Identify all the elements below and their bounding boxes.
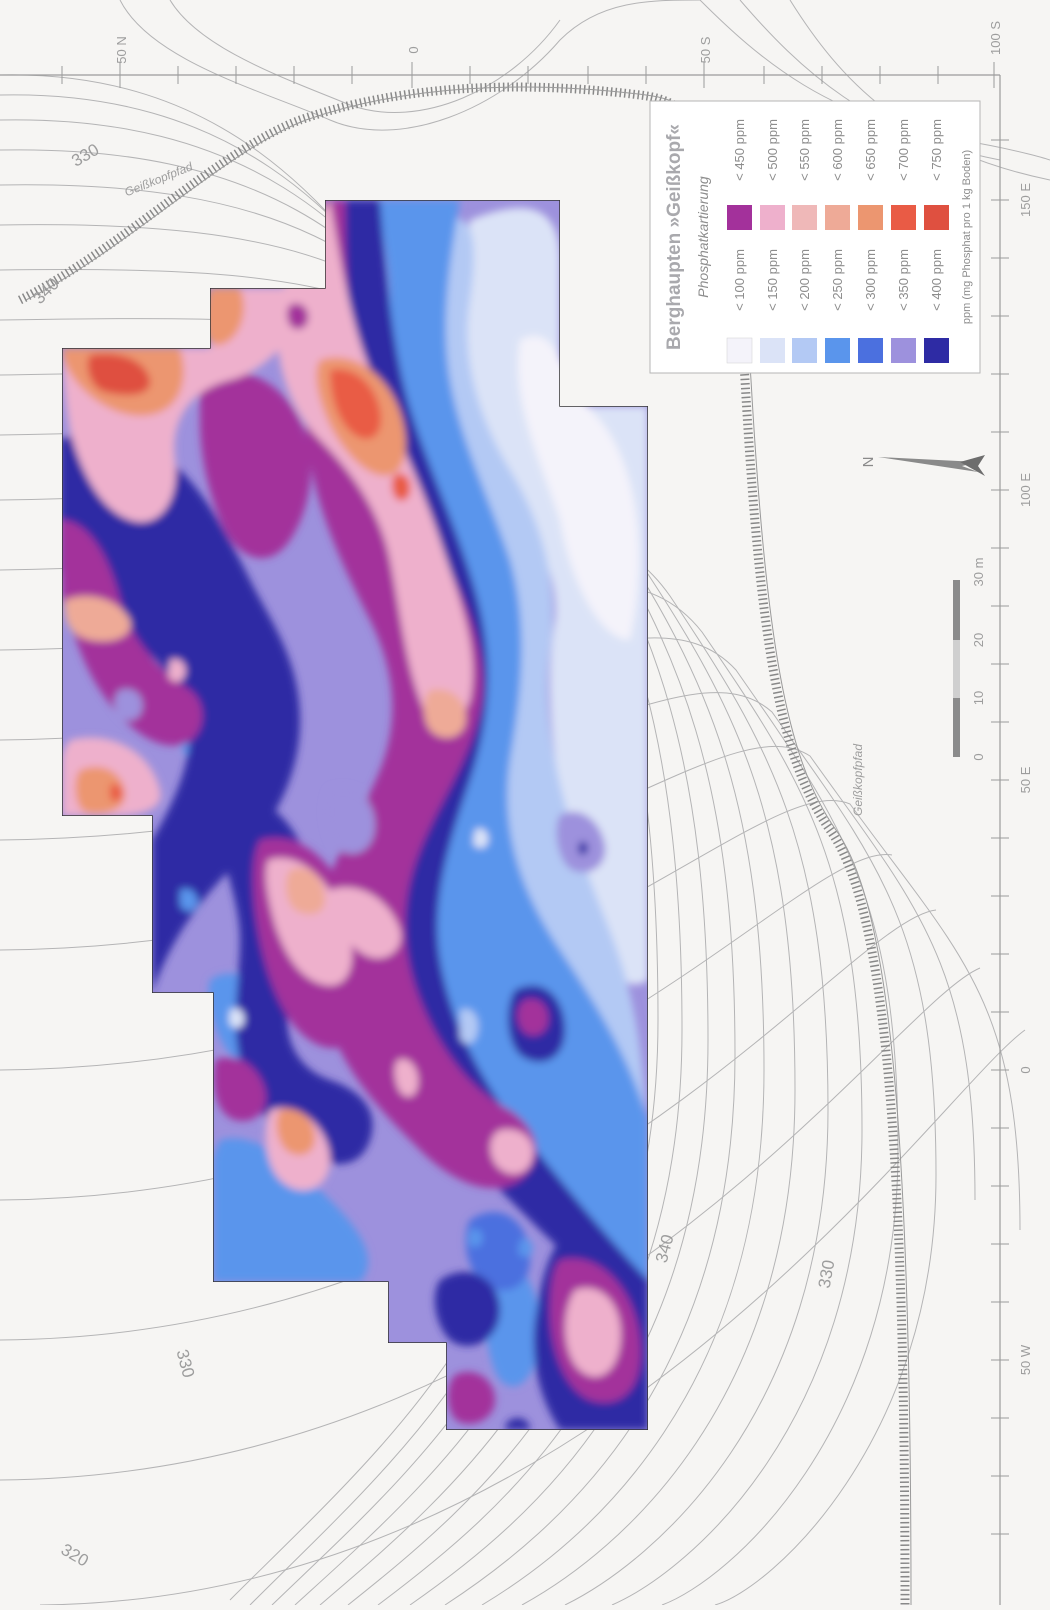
legend-label-300: < 300 ppm: [863, 249, 878, 311]
path-label-top: Geißkopfpfad: [122, 159, 194, 199]
grid-label-0-top: 0: [406, 46, 421, 53]
grid-labels-right: 150 E 100 E 50 E 0 50 W: [1018, 183, 1033, 1375]
north-label: N: [860, 457, 877, 468]
legend-label-600: < 600 ppm: [830, 119, 845, 181]
scale-bar: 0 10 20 30 m: [953, 558, 986, 761]
grid-label-50s: 50 S: [698, 36, 713, 63]
legend-subtitle: Phosphatkartierung: [695, 176, 711, 298]
legend-unit-note: ppm (mg Phosphat pro 1 kg Boden): [961, 150, 973, 324]
grid-label-150e: 150 E: [1018, 183, 1033, 217]
map-frame: [0, 74, 1001, 1605]
grid-label-50w: 50 W: [1018, 1344, 1033, 1375]
legend-label-700: < 700 ppm: [896, 119, 911, 181]
scale-tick-0: 0: [971, 753, 986, 760]
north-arrow-icon: N: [860, 455, 985, 476]
frame-ticks: [61, 62, 1009, 1535]
legend-label-250: < 250 ppm: [830, 249, 845, 311]
contour-label-330-mid: 330: [172, 1347, 198, 1379]
contour-label-340-top: 340: [29, 274, 62, 307]
path-label-right: Geißkopfpfad: [851, 744, 865, 816]
legend-label-400: < 400 ppm: [929, 249, 944, 311]
scale-tick-10: 10: [971, 691, 986, 705]
legend-label-150: < 150 ppm: [765, 249, 780, 311]
legend-title: Berghaupten »Geißkopf«: [664, 124, 685, 350]
legend-label-100: < 100 ppm: [732, 249, 747, 311]
legend-label-500: < 500 ppm: [765, 119, 780, 181]
contour-label-330-top: 330: [68, 140, 102, 171]
contour-label-330-right: 330: [815, 1258, 839, 1289]
legend-column-low: < 100 ppm < 150 ppm < 200 ppm < 250 ppm …: [726, 249, 949, 364]
legend: Berghaupten »Geißkopf« Phosphatkartierun…: [649, 100, 981, 374]
grid-label-50e: 50 E: [1018, 766, 1033, 793]
grid-labels-top: 50 N 0 50 S 100 S: [114, 21, 1003, 64]
legend-column-high: < 450 ppm < 500 ppm < 550 ppm < 600 ppm …: [727, 119, 949, 230]
legend-label-550: < 550 ppm: [797, 119, 812, 181]
grid-label-100e: 100 E: [1018, 473, 1033, 507]
legend-label-650: < 650 ppm: [863, 119, 878, 181]
grid-label-100s: 100 S: [988, 21, 1003, 55]
grid-label-50n: 50 N: [114, 36, 129, 63]
legend-label-350: < 350 ppm: [896, 249, 911, 311]
legend-label-200: < 200 ppm: [797, 249, 812, 311]
scale-tick-30m: 30 m: [971, 558, 986, 587]
legend-label-450: < 450 ppm: [732, 119, 747, 181]
grid-label-0-right: 0: [1018, 1066, 1033, 1073]
scale-tick-20: 20: [971, 633, 986, 647]
contour-label-340-right: 340: [652, 1232, 678, 1264]
legend-label-750: < 750 ppm: [929, 119, 944, 181]
contour-label-320: 320: [58, 1540, 92, 1571]
